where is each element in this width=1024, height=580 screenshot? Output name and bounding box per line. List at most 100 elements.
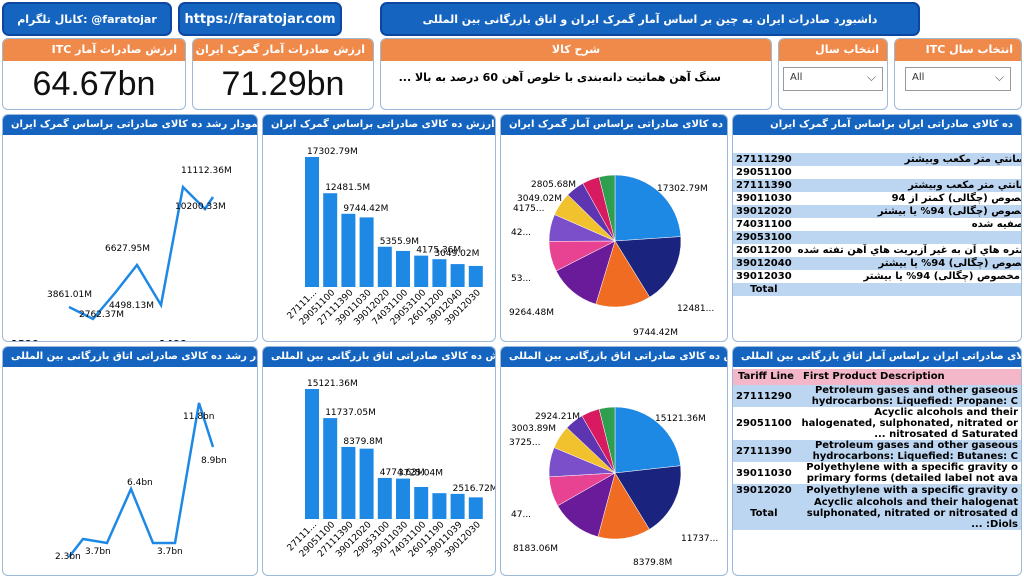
pie-label: 42... — [511, 228, 531, 238]
itc-year-dropdown[interactable]: All ⌵ — [905, 67, 1011, 91]
table-row[interactable]: 29051100 Acyclic alcohols and their halog… — [733, 407, 1021, 440]
itc-year-filter-title: انتخاب سال ITC — [895, 39, 1021, 61]
table-row[interactable]: 39012030 پلی اتیلن گرید تزریقی با وزن مخص… — [733, 270, 1021, 283]
bar[interactable] — [341, 446, 356, 519]
bar[interactable] — [414, 486, 429, 519]
itc-pie-chart: 15121.36M 11737... 8379.8M 8183.06M 47... 372… — [509, 406, 718, 568]
bar[interactable] — [468, 497, 483, 519]
table-row[interactable]: 26011200 سنگ آهن فشرده شده و کنسانتره هاي… — [733, 244, 1022, 257]
customs-line-label: 11112.36M — [181, 166, 232, 176]
tariff-code-cell: 27111290 — [736, 390, 792, 402]
telegram-channel-link[interactable]: کانال تلگرام: @faratojar — [2, 2, 172, 36]
bar[interactable] — [359, 448, 374, 519]
kpi-customs-title: ارزش صادرات آمار گمرک ایران — [193, 39, 373, 61]
pie-label: 2805.68M — [531, 180, 576, 190]
table-row[interactable]: 29053100( اتیلن گلیکول ( اتان دی اول — [733, 231, 1021, 244]
itc-line-chart: 2.3bn 3.7bn 6.4bn 3.7bn 11.8bn 8.9bn 201… — [55, 402, 227, 562]
chevron-down-icon: ⌵ — [994, 70, 1004, 84]
pie-slice[interactable] — [614, 236, 682, 298]
pie-label: 17302.79M — [657, 184, 708, 194]
bar-value-label: 2516.72M — [453, 484, 496, 494]
pie-label: 53... — [511, 274, 531, 284]
table-row[interactable]: 27111390 مایع شده درظروف یک هزا رسانتي مت… — [733, 179, 1021, 192]
bar[interactable] — [359, 217, 374, 287]
bar-value-label: 5355.9M — [380, 237, 419, 247]
bar-value-label: 11737.05M — [325, 408, 376, 418]
table-row[interactable]: 39012020 Polyethylene with a specific gra… — [733, 484, 1021, 497]
bar[interactable] — [450, 493, 465, 519]
itc-bar-chart-title: ارزش ده کالای صادراتی اتاق بازرگانی بین … — [263, 347, 495, 367]
pie-slice[interactable] — [598, 406, 616, 474]
table-row[interactable]: 29051100متانول — [733, 166, 1021, 179]
goods-description-card: شرح کالا سنگ آهن هماتیت دانه‌بندی با خلو… — [380, 38, 772, 110]
pie-label: 11737... — [681, 534, 718, 544]
bar[interactable] — [396, 250, 410, 287]
table-row[interactable]: 74031100 کاتود و قطعات کاتود از مس تصفیه … — [733, 218, 1021, 231]
total-label: Total — [750, 508, 778, 519]
itc-year-dropdown-value: All — [912, 72, 925, 83]
pie-slice[interactable] — [614, 465, 682, 530]
bar-value-label: 9744.42M — [343, 204, 388, 214]
pie-label: 4175... — [513, 204, 545, 214]
kpi-itc-value: 64.67bn — [32, 65, 156, 103]
pie-slice[interactable] — [614, 174, 682, 242]
bar[interactable] — [468, 265, 483, 287]
itc-line-label: 8.9bn — [201, 456, 227, 466]
itc-bar-chart: 15121.36M27111...11737.05M290511008379.8… — [286, 379, 496, 560]
bar[interactable] — [432, 259, 447, 287]
pie-slice[interactable] — [614, 406, 681, 474]
pie-label: 3725... — [509, 438, 541, 448]
itc-line-chart-card: نمودار رشد ده کالای صادراتی اتاق بازرگان… — [2, 346, 258, 576]
description-cell: پلی اتیلن گرید تزریقی با وزن مخصوص (چگال… — [863, 271, 1021, 282]
year-filter-title: انتخاب سال — [779, 39, 887, 61]
bar[interactable] — [341, 213, 356, 287]
bar[interactable] — [450, 264, 465, 287]
goods-description-text: سنگ آهن هماتیت دانه‌بندی با خلوص آهن 60 … — [398, 71, 721, 84]
itc-line-series — [68, 402, 215, 558]
pie-slice[interactable] — [595, 240, 650, 308]
description-cell: پلی اتیلن گرید بادی با وزن مخصوص (چگالی)… — [878, 258, 1022, 269]
customs-line-chart: 3861.01M 2762.37M 6627.95M 4498.13M 1020… — [11, 166, 232, 341]
bar[interactable] — [305, 389, 319, 519]
tariff-code-cell: 27111290 — [736, 154, 792, 165]
table-row[interactable]: 27111290 Petroleum gases and other gaseou… — [733, 385, 1021, 407]
customs-line-label: 6627.95M — [105, 244, 150, 254]
col-tariff-line[interactable]: Tariff Line — [738, 371, 794, 382]
description-cell: Polyethylene with a specific gravity o p… — [806, 462, 1018, 484]
table-row[interactable]: 39012040 پلی اتیلن گرید بادی با وزن مخصوص… — [733, 257, 1022, 270]
kpi-customs-value: 71.29bn — [221, 65, 345, 103]
kpi-itc-title: ارزش صادرات آمار ITC — [3, 39, 185, 61]
bar[interactable] — [305, 157, 319, 287]
total-label: Total — [750, 284, 778, 295]
description-cell: کاتود و قطعات کاتود از مس تصفیه شده — [971, 219, 1021, 230]
table-row[interactable]: 39011030 پلی اتیلن گرید فیلم با وزن مخصوص… — [733, 192, 1021, 205]
table-row[interactable]: 39012020 پلی اتیلن گرید فیلم با وزن مخصوص… — [733, 205, 1021, 218]
description-cell: سنگ آهن فشرده شده و کنسانتره هاي آن به غ… — [797, 245, 1022, 256]
bar[interactable] — [414, 255, 429, 287]
tariff-code-cell: 39011030 — [736, 193, 792, 204]
col-first-product-description[interactable]: First Product Description — [803, 371, 945, 382]
customs-line-label: 2762.37M — [79, 310, 124, 320]
bar[interactable] — [377, 477, 392, 519]
itc-table: 27111290 Petroleum gases and other gaseou… — [733, 385, 1021, 530]
description-cell: مایع شده درظروف یک هزا رسانتي متر مكعب و… — [908, 180, 1021, 191]
description-cell: Polyethylene with a specific gravity o — [806, 485, 1018, 496]
year-dropdown[interactable]: All ⌵ — [783, 67, 883, 91]
table-row[interactable]: 27111390 Petroleum gases and other gaseou… — [733, 440, 1021, 462]
itc-bar-chart-card: ارزش ده کالای صادراتی اتاق بازرگانی بین … — [262, 346, 496, 576]
customs-table-title: ده کالای صادراتی ایران براساس آمار گمرک … — [733, 115, 1021, 135]
bar[interactable] — [323, 418, 338, 519]
table-row[interactable]: 39011030 Polyethylene with a specific gra… — [733, 462, 1021, 484]
bar[interactable] — [323, 193, 338, 287]
pie-slice[interactable] — [598, 174, 616, 242]
website-link[interactable]: https://faratojar.com — [178, 2, 342, 36]
description-cell: پلی اتیلن گرید فیلم با وزن مخصوص (چگالی)… — [891, 193, 1021, 204]
bar[interactable] — [396, 478, 410, 519]
bar[interactable] — [432, 493, 447, 519]
table-row[interactable]: 27111290 مایع شده درظروف یک هزا ر سانتي م… — [733, 153, 1021, 166]
bar-value-label: 15121.36M — [307, 379, 358, 389]
itc-pie-chart-title: ارزش ده کالای صادراتی اتاق بازرگانی بین … — [501, 347, 727, 367]
pie-label: 47... — [511, 510, 531, 520]
pie-label: 3003.89M — [511, 424, 556, 434]
bar[interactable] — [377, 246, 392, 287]
